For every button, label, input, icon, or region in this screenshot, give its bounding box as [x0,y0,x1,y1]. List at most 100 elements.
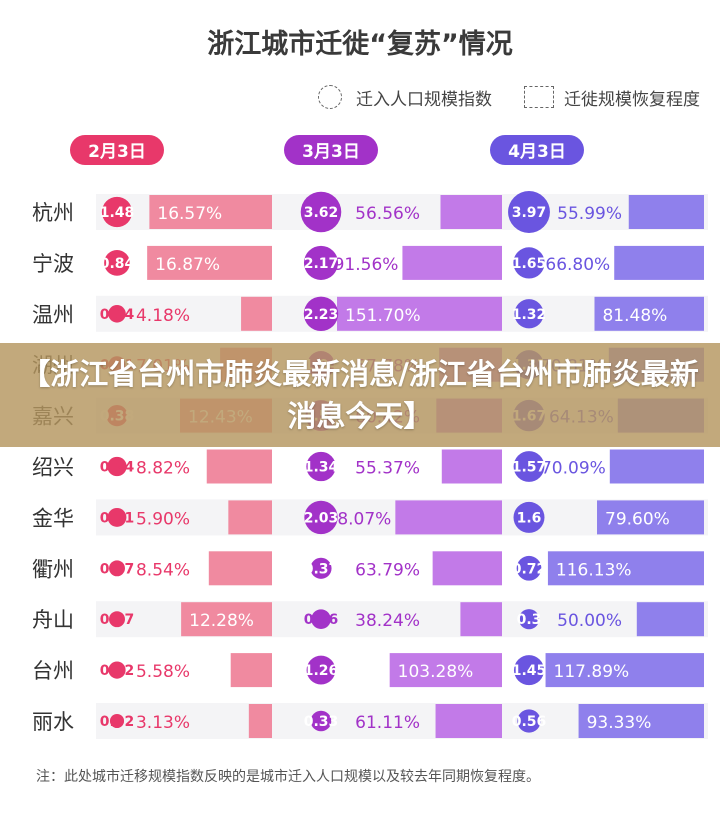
index-label: 3.97 [512,205,547,221]
recovery-label: 55.99% [557,204,622,224]
index-circle [514,299,544,329]
index-label: 1.26 [304,663,339,679]
recovery-bar [435,704,502,738]
date-pill [490,135,584,165]
index-label: 0.07 [100,561,135,577]
index-label: 0.12 [100,663,135,679]
index-circle [513,501,545,533]
index-circle [107,507,127,527]
legend-label-index: 迁入人口规模指数 [356,89,492,110]
recovery-bar [545,653,704,688]
recovery-bar [206,449,272,484]
chart-footnote: 注：此处城市迁移规模指数反映的是城市迁入人口规模以及较去年同期恢复程度。 [36,769,540,785]
recovery-bar [614,245,704,280]
date-label: 2月3日 [88,142,146,162]
legend-circle-symbol [318,85,342,109]
index-label: 0.21 [100,510,135,526]
index-circle [310,557,332,579]
index-circle [109,611,125,628]
date-label: 3月3日 [302,142,360,162]
recovery-label: 16.57% [157,204,222,224]
index-circle [303,245,339,280]
recovery-label: 56.56% [355,204,420,224]
index-label: 1.6 [517,510,542,526]
recovery-bar [208,551,272,586]
recovery-bar [248,704,272,738]
recovery-bar [230,653,272,688]
index-label: 1.34 [304,460,339,476]
index-label: 0.56 [512,714,547,730]
recovery-bar [547,551,704,586]
index-label: 0.24 [100,460,135,476]
index-label: 0.72 [512,561,547,577]
index-circle [311,609,331,630]
recovery-bar [402,245,502,280]
index-circle [513,655,545,686]
category-label: 金华 [32,506,74,530]
recovery-label: 3.13% [136,713,190,733]
recovery-label: 103.28% [398,662,474,682]
category-label: 杭州 [32,201,74,225]
index-label: 0.07 [100,612,135,628]
index-label: 1.65 [512,256,547,272]
index-label: 0.02 [100,714,135,730]
index-label: 1.45 [512,663,547,679]
recovery-label: 66.80% [545,255,610,275]
index-label: 0.33 [304,714,339,730]
recovery-bar [395,500,502,535]
category-label: 台州 [32,659,74,683]
index-label: 1.57 [512,460,547,476]
index-label: 2.23 [304,307,339,323]
index-circle [104,250,130,276]
recovery-bar [441,449,502,484]
recovery-label: 16.87% [155,255,220,275]
recovery-bar [228,500,272,535]
index-circle [518,609,540,630]
category-label: 舟山 [32,608,74,632]
recovery-bar [337,296,502,331]
recovery-bar [460,602,502,637]
recovery-label: 63.79% [355,560,420,580]
index-label: 3.62 [304,205,339,221]
recovery-bar [241,296,272,331]
index-label: 0.84 [100,256,135,272]
index-circle [101,196,133,228]
index-circle [107,456,127,477]
recovery-bar [440,195,502,229]
recovery-bar [636,602,704,637]
recovery-label: 116.13% [556,560,632,580]
index-circle [516,555,542,581]
date-pill [284,135,378,165]
recovery-bar [597,500,704,535]
index-circle [304,500,338,535]
index-label: 1.32 [512,307,547,323]
index-circle [306,451,336,482]
recovery-bar [389,653,502,688]
legend-item-recovery: 迁徙规模恢复程度 [524,84,700,110]
recovery-label: 5.90% [136,509,190,529]
legend-label-recovery: 迁徙规模恢复程度 [564,89,700,110]
recovery-bar [609,449,704,484]
category-label: 温州 [32,303,74,327]
recovery-label: 117.89% [554,662,630,682]
category-label: 宁波 [32,252,74,276]
category-label: 绍兴 [32,456,74,480]
legend-square-symbol [524,86,554,108]
recovery-bar [181,602,272,637]
recovery-label: 151.70% [345,306,421,326]
index-circle [310,710,332,732]
index-label: 2.03 [304,510,339,526]
recovery-label: 81.48% [602,306,667,326]
index-circle [300,191,342,233]
recovery-label: 38.24% [355,611,420,631]
index-circle [513,247,545,279]
index-circle [108,661,126,679]
index-label: 2.17 [304,256,339,272]
recovery-label: 5.58% [136,662,190,682]
chart-title: 浙江城市迁徙“复苏”情况 [207,29,513,60]
index-circle [109,713,125,729]
recovery-label: 91.56% [334,255,399,275]
recovery-label: 98.07% [327,509,392,529]
recovery-label: 70.09% [541,459,606,479]
overlay-banner: 【浙江省台州市肺炎最新消息/浙江省台州市肺炎最新消息今天】 [0,343,720,447]
